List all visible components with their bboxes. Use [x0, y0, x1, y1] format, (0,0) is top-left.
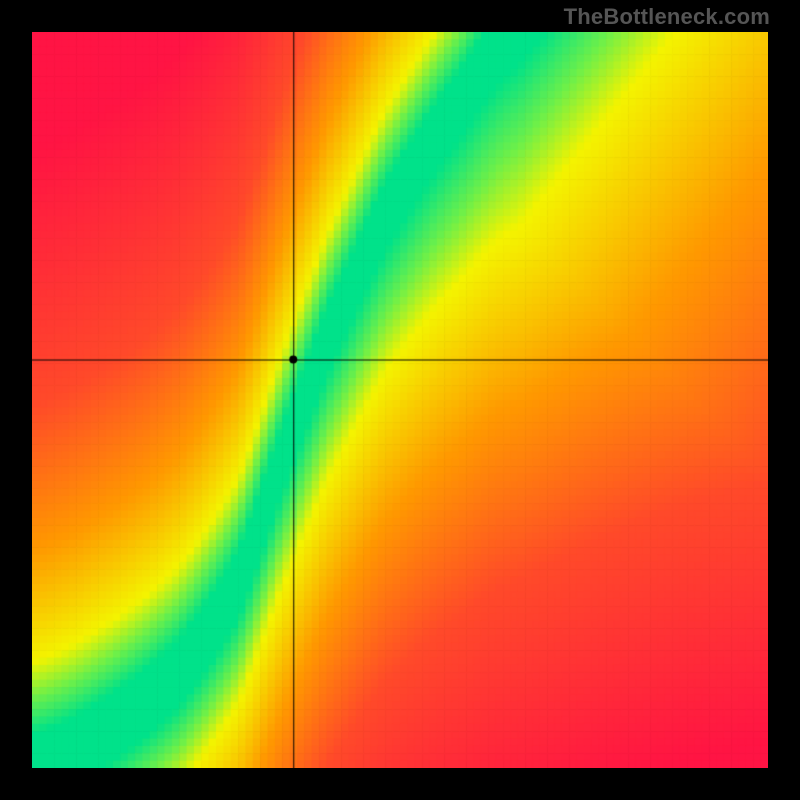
bottleneck-heatmap	[32, 32, 768, 768]
watermark-text: TheBottleneck.com	[564, 4, 770, 30]
